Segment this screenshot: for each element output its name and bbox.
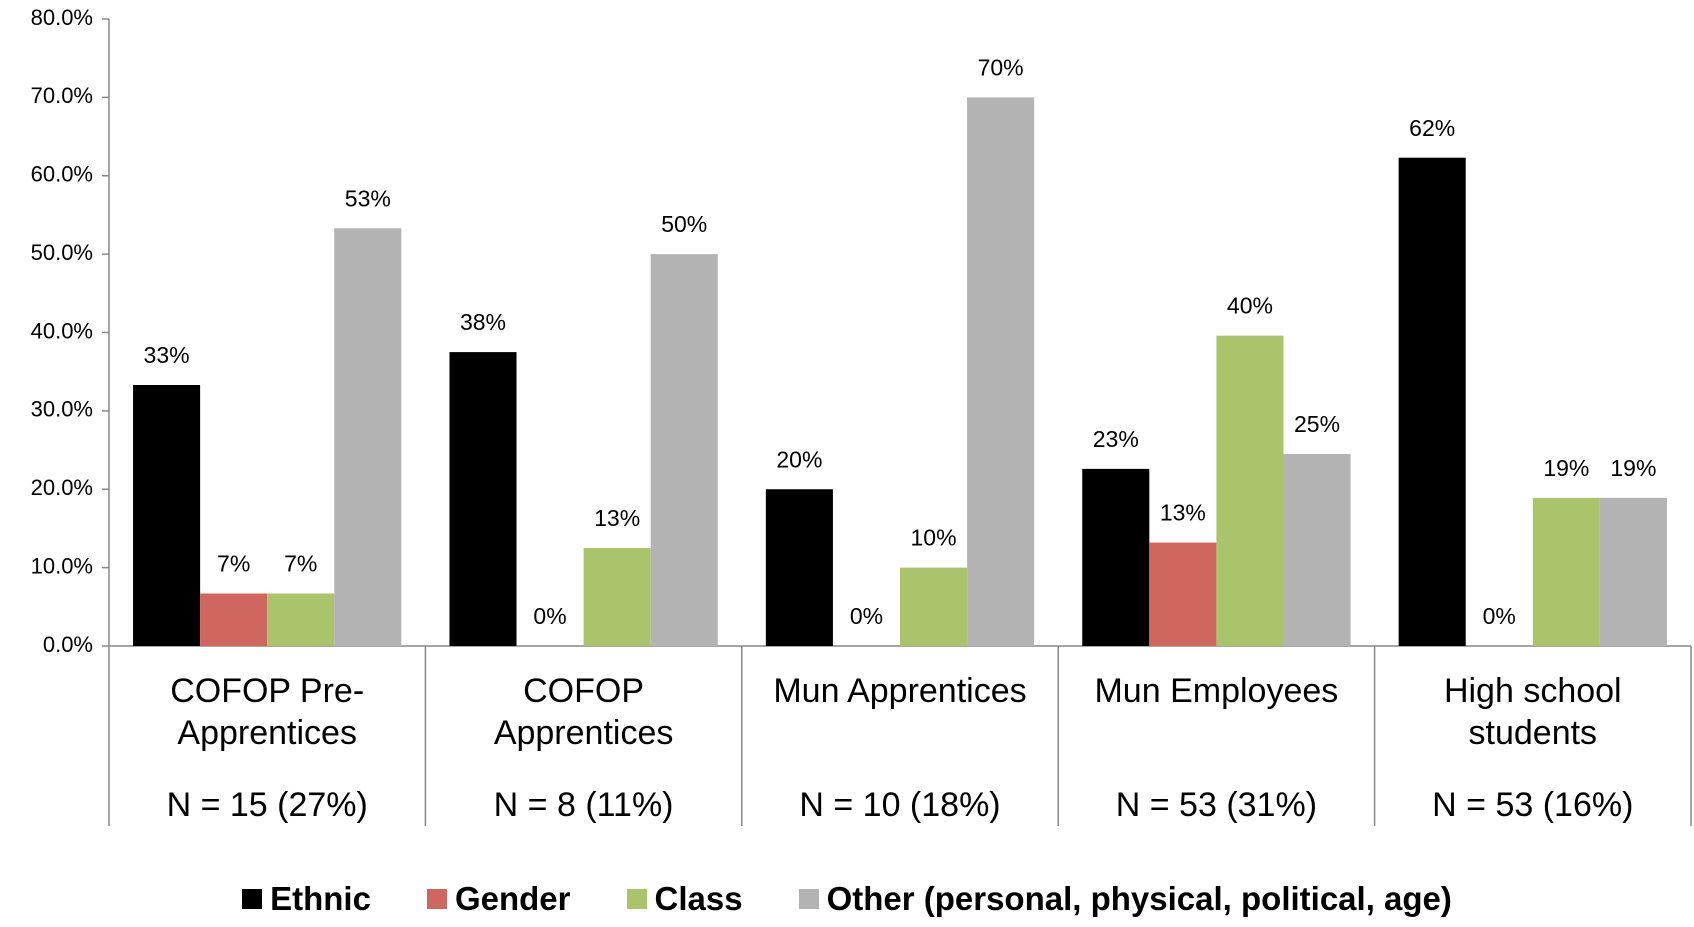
y-tick-label: 10.0% [31, 553, 93, 578]
bar [1216, 335, 1284, 646]
y-tick-label: 0.0% [43, 632, 93, 657]
x-tick-label: COFOP Pre-Apprentices [170, 672, 365, 752]
data-label: 7% [284, 551, 317, 577]
bar [200, 593, 268, 646]
legend-label: Class [654, 880, 743, 917]
data-label: 23% [1093, 426, 1139, 452]
category-note: N = 53 (31%) [1115, 786, 1318, 824]
x-tick-label: Mun Apprentices [773, 672, 1027, 710]
bar [1398, 157, 1466, 646]
data-label: 0% [1483, 603, 1516, 629]
bar [967, 97, 1035, 646]
data-label: 40% [1227, 293, 1273, 319]
bar [583, 548, 651, 646]
data-label: 13% [1160, 500, 1206, 526]
bar [449, 352, 517, 646]
y-tick-label: 20.0% [31, 475, 93, 500]
legend-item: Class [626, 880, 743, 918]
x-tick-label: COFOP Apprentices [493, 672, 674, 752]
x-tick-label: Mun Employees [1094, 672, 1339, 710]
legend-swatch [242, 889, 263, 909]
y-tick-label: 50.0% [31, 240, 93, 265]
y-tick-label: 70.0% [31, 83, 93, 108]
category-note: N = 15 (27%) [166, 786, 368, 824]
bar [650, 254, 718, 646]
legend: Ethnic Gender Class Other (personal, physic… [0, 880, 1694, 918]
bar [133, 385, 201, 646]
bar [1599, 497, 1667, 646]
y-tick-label: 80.0% [31, 5, 93, 30]
bar [765, 489, 833, 646]
data-label: 38% [460, 309, 506, 335]
bar [1082, 468, 1150, 646]
bar [334, 228, 402, 647]
legend-item: Ethnic [242, 880, 371, 918]
legend-swatch [798, 889, 819, 909]
legend-label: Other (personal, physical, political, ag… [826, 880, 1452, 917]
category-note: N = 8 (11%) [493, 786, 674, 824]
bar [1532, 497, 1600, 646]
data-label: 50% [661, 211, 707, 237]
data-label: 70% [978, 54, 1024, 80]
legend-label: Ethnic [270, 880, 371, 917]
x-tick-label: High school students [1443, 672, 1622, 752]
data-label: 19% [1543, 455, 1589, 481]
legend-label: Gender [454, 880, 571, 917]
data-label: 53% [345, 185, 391, 211]
data-label: 25% [1294, 411, 1340, 437]
category-note: N = 53 (16%) [1432, 786, 1634, 824]
category-note: N = 10 (18%) [799, 786, 1001, 824]
legend-item: Other (personal, physical, political, ag… [798, 880, 1452, 918]
legend-item: Gender [426, 880, 571, 918]
bar [900, 567, 968, 646]
bar [1283, 453, 1351, 646]
data-label: 0% [850, 603, 883, 629]
y-tick-label: 30.0% [31, 397, 93, 422]
bar [1149, 542, 1217, 646]
y-tick-label: 60.0% [31, 162, 93, 187]
data-label: 7% [217, 551, 250, 577]
bar [267, 593, 335, 646]
legend-swatch [626, 889, 647, 909]
legend-swatch [426, 889, 447, 909]
y-tick-label: 40.0% [31, 318, 93, 343]
data-label: 10% [911, 525, 957, 551]
data-label: 33% [144, 342, 190, 368]
data-label: 13% [594, 505, 640, 531]
data-label: 62% [1409, 115, 1455, 141]
data-label: 0% [533, 603, 566, 629]
data-label: 20% [776, 446, 822, 472]
data-label: 19% [1610, 455, 1656, 481]
